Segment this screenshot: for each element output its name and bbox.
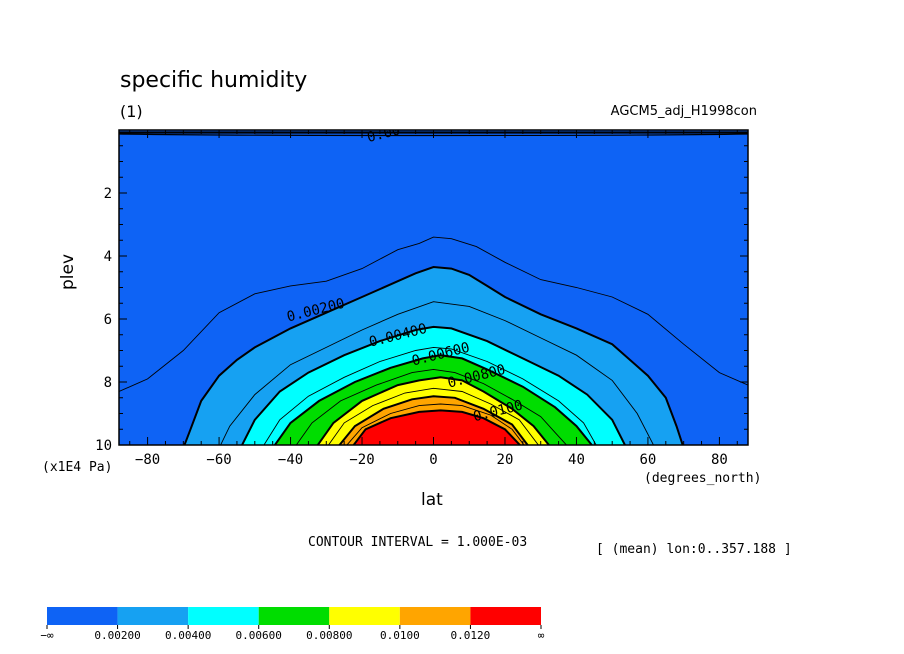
chart-title: specific humidity — [120, 68, 308, 93]
y-axis-units: (x1E4 Pa) — [42, 460, 113, 475]
y-tick-label: 8 — [104, 375, 112, 391]
contour-line-0.012 — [352, 409, 522, 445]
colorbar-swatch — [329, 607, 400, 625]
colorbar-label: 0.00800 — [306, 629, 352, 642]
contour-line-0.007 — [295, 368, 568, 445]
contour-interval-text: CONTOUR INTERVAL = 1.000E-03 — [308, 535, 528, 550]
x-tick-label: 40 — [568, 452, 585, 468]
contour-line-0.003 — [220, 301, 655, 445]
colorbar-label: 0.00400 — [165, 629, 211, 642]
y-tick-label: 10 — [95, 438, 112, 454]
contour-line-0.004 — [240, 325, 627, 445]
x-tick-label: 20 — [497, 452, 514, 468]
contour-line-0.011 — [346, 403, 525, 445]
x-tick-label: −20 — [349, 452, 374, 468]
contour-line-0.001 — [119, 236, 748, 392]
colorbar-swatch — [117, 607, 189, 625]
x-axis-title: lat — [421, 490, 443, 510]
colorbar-label: 0.0100 — [380, 629, 420, 642]
colorbar-label: ∞ — [538, 629, 545, 642]
colorbar-swatch — [188, 607, 259, 625]
contour-line-0.008 — [316, 376, 551, 445]
run-label: AGCM5_adj_H1998con — [610, 104, 757, 119]
x-axis-units: (degrees_north) — [644, 471, 762, 486]
filled-band-0.012 — [353, 410, 520, 445]
colorbar-swatch — [470, 607, 541, 625]
colorbar-label: 0.00200 — [94, 629, 140, 642]
y-axis-title: plev — [58, 253, 78, 290]
contour-line-0.005 — [263, 346, 597, 445]
x-tick-label: −40 — [278, 452, 303, 468]
mean-info-text: [ (mean) lon:0..357.188 ] — [596, 542, 792, 557]
contour-line-0.01 — [338, 395, 529, 445]
x-tick-label: −80 — [135, 452, 160, 468]
x-tick-label: −60 — [206, 452, 231, 468]
y-tick-label: 2 — [104, 186, 112, 202]
contour-line-0.002 — [183, 265, 684, 445]
colorbar-swatch — [47, 607, 118, 625]
contour-line-0.009 — [327, 387, 539, 445]
panel-id: (1) — [120, 102, 143, 121]
x-tick-label: 80 — [711, 452, 728, 468]
y-tick-label: 6 — [104, 312, 112, 328]
colorbar-swatch — [258, 607, 330, 625]
colorbar-label: 0.00600 — [236, 629, 282, 642]
y-tick-label: 4 — [104, 249, 112, 265]
x-tick-label: 0 — [429, 452, 437, 468]
colorbar-swatch — [399, 607, 471, 625]
x-tick-label: 60 — [640, 452, 657, 468]
colorbar-label: −∞ — [40, 629, 54, 642]
contour-line-0.006 — [273, 354, 594, 445]
colorbar-label: 0.0120 — [451, 629, 491, 642]
